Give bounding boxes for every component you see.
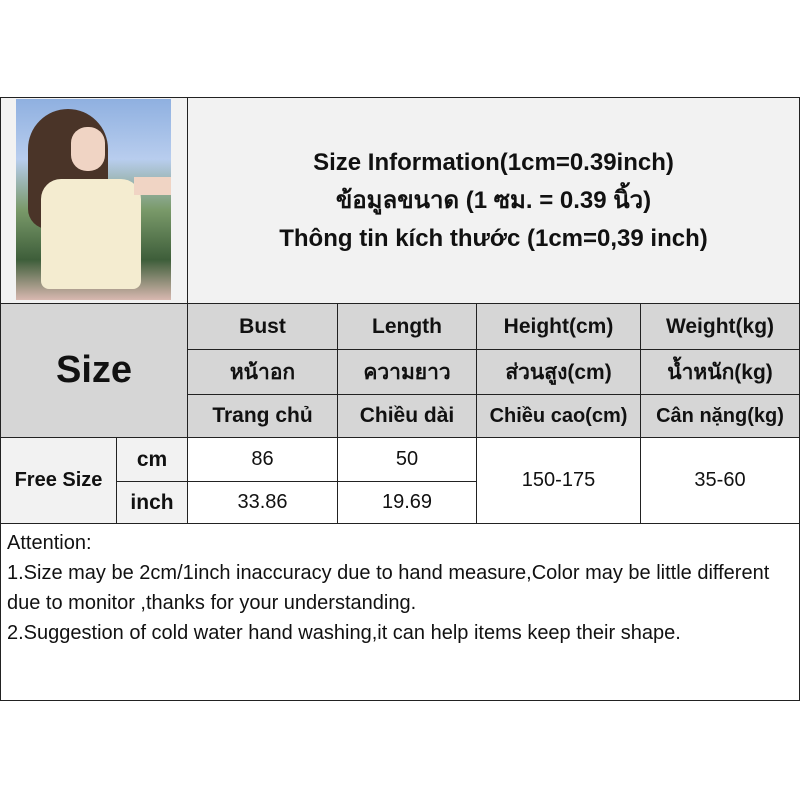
col-height-th: ส่วนสูง(cm) — [476, 349, 641, 395]
size-information-header: Size Information(1cm=0.39inch) ข้อมูลขนา… — [187, 97, 800, 304]
bust-cm: 86 — [187, 437, 338, 482]
col-bust-th: หน้าอก — [187, 349, 338, 395]
height-range: 150-175 — [476, 437, 641, 524]
col-length-th: ความยาว — [337, 349, 477, 395]
col-bust-en: Bust — [187, 303, 338, 350]
col-length-en: Length — [337, 303, 477, 350]
unit-inch: inch — [116, 481, 188, 524]
model-photo — [16, 99, 171, 300]
weight-range: 35-60 — [640, 437, 800, 524]
header-line-en: Size Information(1cm=0.39inch) — [313, 148, 674, 176]
col-weight-vi: Cân nặng(kg) — [640, 394, 800, 438]
length-cm: 50 — [337, 437, 477, 482]
col-weight-en: Weight(kg) — [640, 303, 800, 350]
attention-title: Attention: — [7, 532, 92, 554]
header-line-vi: Thông tin kích thước (1cm=0,39 inch) — [279, 224, 708, 252]
col-weight-th: น้ำหนัก(kg) — [640, 349, 800, 395]
col-bust-vi: Trang chủ — [187, 394, 338, 438]
bust-inch: 33.86 — [187, 481, 338, 524]
size-name: Free Size — [0, 437, 117, 524]
length-inch: 19.69 — [337, 481, 477, 524]
attention-line-2: 2.Suggestion of cold water hand washing,… — [7, 622, 681, 644]
col-height-vi: Chiều cao(cm) — [476, 394, 641, 438]
unit-cm: cm — [116, 437, 188, 482]
col-height-en: Height(cm) — [476, 303, 641, 350]
header-line-th: ข้อมูลขนาด (1 ซม. = 0.39 นิ้ว) — [335, 186, 652, 214]
size-label: Size — [0, 303, 188, 438]
attention-notes: Attention: 1.Size may be 2cm/1inch inacc… — [0, 523, 800, 701]
col-length-vi: Chiều dài — [337, 394, 477, 438]
attention-line-1: 1.Size may be 2cm/1inch inaccuracy due t… — [7, 562, 770, 614]
